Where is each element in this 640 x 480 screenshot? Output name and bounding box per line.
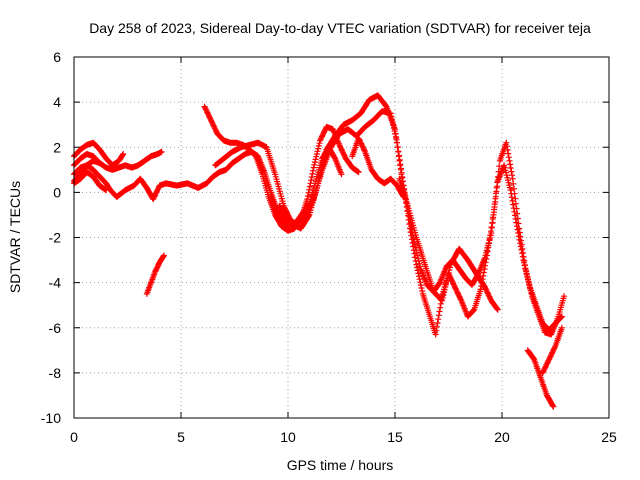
series-i	[349, 135, 407, 200]
plus-markers	[212, 92, 565, 333]
series-j	[396, 175, 501, 313]
series-e	[143, 252, 167, 297]
x-tick-label: 25	[601, 429, 617, 445]
x-tick-label: 20	[494, 429, 510, 445]
x-tick-label: 15	[387, 429, 403, 445]
tick-labels: 0 5 10 15 20 25 -10 -8 -6 -4 -2 0 2 4 6	[41, 49, 617, 445]
y-axis-label: SDTVAR / TECUs	[7, 181, 23, 293]
x-tick-label: 10	[280, 429, 296, 445]
y-tick-label: -4	[49, 275, 62, 291]
plot-frame	[73, 56, 610, 419]
x-axis-label: GPS time / hours	[287, 457, 394, 473]
x-tick-label: 5	[177, 429, 185, 445]
plus-markers	[396, 175, 501, 313]
series-l	[539, 324, 565, 376]
y-tick-label: -2	[49, 230, 62, 246]
y-tick-label: 0	[53, 184, 61, 200]
series-f	[201, 103, 362, 234]
plus-markers	[143, 252, 167, 297]
series-g	[212, 92, 565, 333]
y-tick-label: -8	[49, 365, 62, 381]
y-tick-label: 2	[53, 139, 61, 155]
data-points	[71, 92, 568, 410]
plus-markers	[524, 347, 557, 410]
y-tick-label: -10	[41, 410, 61, 426]
x-tick-label: 0	[70, 429, 78, 445]
y-tick-label: 6	[53, 49, 61, 65]
chart-title: Day 258 of 2023, Sidereal Day-to-day VTE…	[89, 20, 591, 36]
grid-lines	[73, 56, 610, 419]
plus-markers	[349, 135, 407, 200]
plus-markers	[539, 324, 565, 376]
series-k	[524, 347, 557, 410]
y-tick-label: 4	[53, 94, 61, 110]
plus-markers	[201, 103, 362, 234]
y-tick-label: -6	[49, 320, 62, 336]
